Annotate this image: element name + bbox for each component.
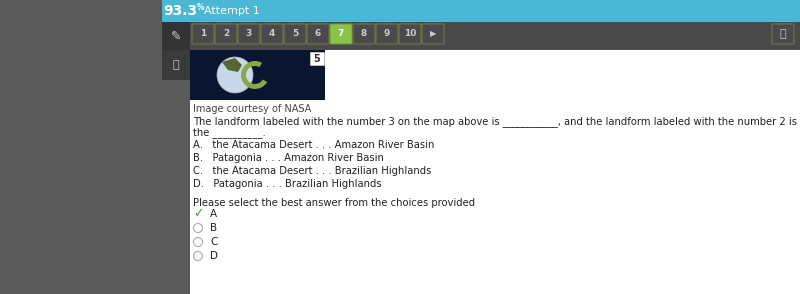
Text: C.   the Atacama Desert . . . Brazilian Highlands: C. the Atacama Desert . . . Brazilian Hi…: [193, 166, 431, 176]
Circle shape: [194, 251, 202, 260]
Circle shape: [194, 238, 202, 246]
Wedge shape: [241, 61, 267, 89]
FancyBboxPatch shape: [330, 24, 352, 44]
Text: A.   the Atacama Desert . . . Amazon River Basin: A. the Atacama Desert . . . Amazon River…: [193, 140, 434, 150]
Text: Attempt 1: Attempt 1: [204, 6, 260, 16]
Text: the __________.: the __________.: [193, 127, 266, 138]
FancyBboxPatch shape: [284, 24, 306, 44]
Text: 8: 8: [361, 29, 367, 39]
Text: 4: 4: [269, 29, 275, 39]
FancyBboxPatch shape: [0, 0, 162, 294]
Text: D.   Patagonia . . . Brazilian Highlands: D. Patagonia . . . Brazilian Highlands: [193, 179, 382, 189]
Text: 5: 5: [314, 54, 320, 64]
Text: Image courtesy of NASA: Image courtesy of NASA: [193, 104, 311, 114]
Polygon shape: [222, 58, 242, 72]
FancyBboxPatch shape: [190, 50, 325, 100]
FancyBboxPatch shape: [310, 52, 324, 65]
FancyBboxPatch shape: [772, 24, 794, 44]
Text: Please select the best answer from the choices provided: Please select the best answer from the c…: [193, 198, 475, 208]
Text: ▶: ▶: [430, 29, 436, 39]
FancyBboxPatch shape: [190, 50, 800, 294]
Circle shape: [217, 57, 253, 93]
Text: B: B: [210, 223, 217, 233]
Text: 🎧: 🎧: [173, 60, 179, 70]
FancyBboxPatch shape: [422, 24, 444, 44]
FancyBboxPatch shape: [261, 24, 283, 44]
FancyBboxPatch shape: [215, 24, 237, 44]
FancyBboxPatch shape: [307, 24, 329, 44]
Text: The landform labeled with the number 3 on the map above is ___________, and the : The landform labeled with the number 3 o…: [193, 116, 797, 127]
Text: 1: 1: [200, 29, 206, 39]
FancyBboxPatch shape: [238, 24, 260, 44]
FancyBboxPatch shape: [162, 22, 190, 50]
Text: %: %: [197, 3, 205, 11]
Text: 9: 9: [384, 29, 390, 39]
Text: 10: 10: [404, 29, 416, 39]
FancyBboxPatch shape: [0, 0, 800, 22]
Text: 3: 3: [246, 29, 252, 39]
Text: 6: 6: [315, 29, 321, 39]
Text: C: C: [210, 237, 218, 247]
Text: B.   Patagonia . . . Amazon River Basin: B. Patagonia . . . Amazon River Basin: [193, 153, 384, 163]
Text: ⎙: ⎙: [780, 29, 786, 39]
FancyBboxPatch shape: [162, 22, 800, 50]
Circle shape: [194, 223, 202, 233]
Text: 2: 2: [223, 29, 229, 39]
Text: ✎: ✎: [170, 29, 182, 43]
FancyBboxPatch shape: [399, 24, 421, 44]
Text: 7: 7: [338, 29, 344, 39]
Text: 5: 5: [292, 29, 298, 39]
FancyBboxPatch shape: [162, 50, 190, 80]
FancyBboxPatch shape: [353, 24, 375, 44]
Text: A: A: [210, 209, 217, 219]
Text: 93.3: 93.3: [163, 4, 197, 18]
FancyBboxPatch shape: [376, 24, 398, 44]
Text: ✓: ✓: [193, 208, 203, 220]
FancyBboxPatch shape: [192, 24, 214, 44]
Text: D: D: [210, 251, 218, 261]
